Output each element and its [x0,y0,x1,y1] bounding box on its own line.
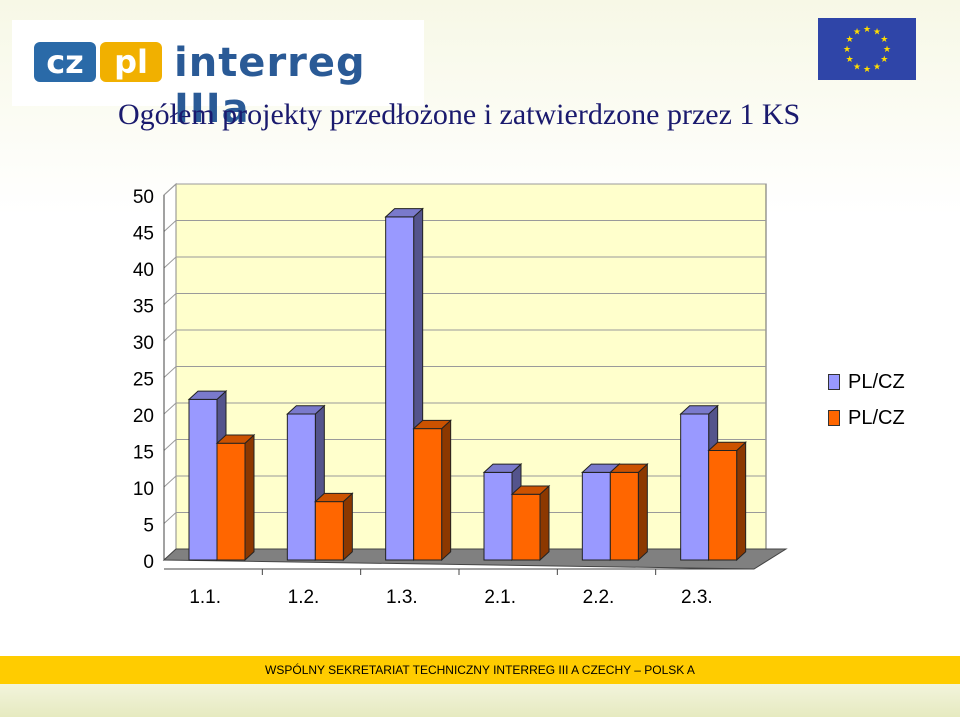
y-tick-label: 25 [133,370,154,391]
gridline [163,329,766,342]
gridline [163,475,766,488]
eu-star-icon: ★ [846,35,854,45]
bar-front [511,493,541,561]
y-tick-label: 50 [133,187,154,208]
bar-series2-2.3. [707,441,747,562]
bar-series2-2.2. [609,463,649,562]
bar-series2-2.1. [510,484,551,562]
y-tick-label: 40 [133,260,154,281]
bar-front [314,501,344,561]
logo-cz-badge: cz [34,42,96,82]
bar-side [441,419,452,562]
bar-front [483,471,513,561]
bar-front [413,428,443,561]
y-tick-label: 15 [133,443,154,464]
y-tick-label: 10 [133,479,154,500]
bar-top [384,208,424,218]
legend-label-series2: PL/CZ [848,406,905,429]
bar-side [342,492,353,562]
bar-side [539,484,550,562]
legend-swatch-series2 [828,410,840,426]
eu-star-icon: ★ [863,25,871,35]
x-tick-label: 1.1. [189,587,221,608]
legend-label-series1: PL/CZ [848,370,905,393]
bar-top [707,441,747,451]
eu-star-icon: ★ [853,62,861,72]
chart-legend: PL/CZ PL/CZ [828,364,905,436]
bar-front [708,450,738,561]
x-tick-label: 1.3. [386,587,418,608]
footer-strip [0,684,960,717]
gridline [163,439,766,451]
x-tick-label: 1.2. [288,587,320,608]
bar-top [215,434,256,444]
bar-front [286,413,316,561]
y-tick-label: 35 [133,297,154,318]
footer-bar: WSPÓLNY SEKRETARIAT TECHNICZNY INTERREG … [0,656,960,684]
bar-series2-1.3. [412,419,452,562]
y-tick-label: 5 [143,516,154,537]
bar-top [510,485,551,495]
x-tick-label: 2.3. [681,587,713,608]
bar-top [286,405,326,415]
x-tick-label: 2.2. [583,587,615,608]
bar-front [216,442,246,561]
gridline [163,293,766,305]
gridline [163,402,766,415]
legend-item-series1: PL/CZ [828,364,905,400]
bar-top [679,405,719,415]
eu-star-icon: ★ [873,62,881,72]
bar-top [482,463,523,473]
bar-top [412,419,452,430]
bar-front [188,398,218,561]
legend-swatch-series1 [828,374,840,390]
bar-series2-1.1. [215,433,256,562]
eu-flag-icon: ★ ★★★★★★★★★★★ [818,18,916,80]
gridline [163,183,766,196]
legend-item-series2: PL/CZ [828,400,905,436]
bar-side [736,441,747,562]
gridline [163,220,766,232]
page-title: Ogółem projekty przedłożone i zatwierdzo… [118,98,801,131]
eu-star-icon: ★ [846,55,854,65]
eu-star-icon: ★ [843,45,851,55]
bar-top [314,492,354,503]
y-tick-label: 0 [143,552,154,573]
y-tick-label: 20 [133,406,154,427]
gridline [163,256,766,269]
bar-chart: 0 5 10 15 20 25 30 35 40 45 50 1.1. 1.2. 1.3. 2.1. 2.2.… [133,182,788,608]
bar-front [680,413,710,561]
logo-pl-badge: pl [100,42,162,82]
gridline [163,366,766,378]
logo-interreg-text: interreg IIIa [174,40,366,132]
eu-star-icon: ★ [873,28,881,38]
bar-front [581,471,611,561]
bar-top [187,390,228,400]
eu-star-icon: ★ [863,65,871,75]
bar-series2-1.2. [314,492,354,562]
bar-side [637,463,648,562]
bar-side [244,433,255,562]
bar-front [385,216,415,561]
eu-star-icon: ★ [880,55,888,65]
logo-area: cz pl interreg IIIa [12,20,424,132]
bar-front [609,471,639,561]
eu-star-icon: ★ [883,45,891,55]
x-tick-label: 2.1. [484,587,516,608]
eu-star-icon: ★ [880,35,888,45]
y-tick-label: 30 [133,333,154,354]
eu-star-icon: ★ [853,28,861,38]
y-tick-label: 45 [133,224,154,245]
gridline [163,512,766,524]
bar-top [609,463,649,473]
